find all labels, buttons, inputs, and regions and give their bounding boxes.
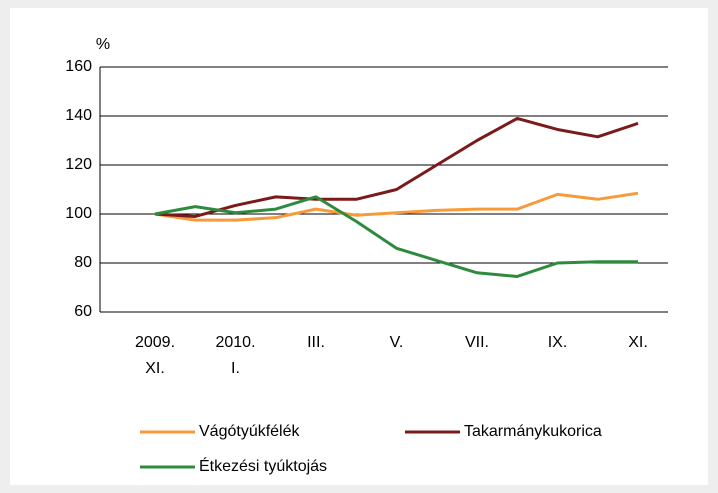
y-tick-label: 160 — [65, 58, 92, 75]
x-tick-label: IX. — [547, 334, 568, 351]
x-tick-label: 2010. I. — [215, 334, 256, 377]
y-tick-label: 60 — [74, 303, 92, 320]
data-line — [154, 116, 639, 218]
legend-label: Étkezési tyúktojás — [199, 456, 327, 475]
x-tick-label: III. — [307, 334, 325, 351]
x-tick-label: 2009. XI. — [134, 334, 176, 377]
x-tick-label: XI. — [628, 334, 648, 351]
y-tick-label: 100 — [65, 205, 92, 222]
data-line — [154, 191, 639, 222]
chart-panel — [10, 8, 708, 485]
x-tick-label: VII. — [464, 334, 489, 351]
y-tick-label: 80 — [74, 254, 92, 271]
legend-label: Takarmánykukorica — [464, 423, 602, 440]
legend-label: Vágótyúkfélék — [199, 423, 301, 440]
data-line — [154, 195, 638, 278]
y-tick-label: 140 — [65, 107, 92, 124]
x-tick-label: V. — [389, 334, 404, 351]
y-tick-label: 120 — [65, 156, 92, 173]
y-axis-label: % — [96, 36, 110, 53]
